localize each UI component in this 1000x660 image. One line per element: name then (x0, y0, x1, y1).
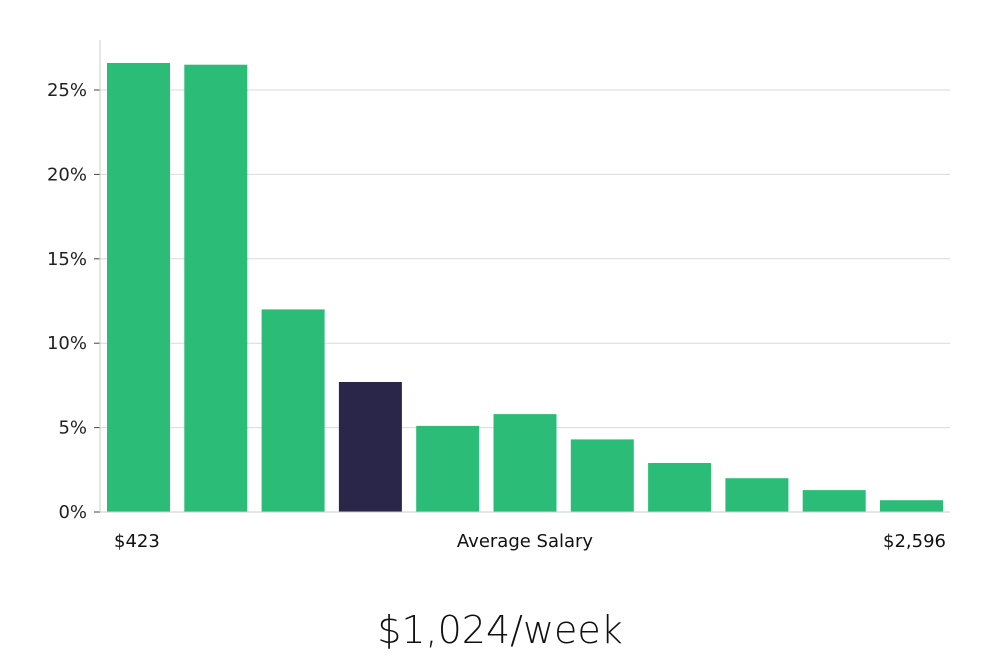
axes (94, 40, 950, 513)
x-range-max-label: $2,596 (883, 531, 946, 552)
y-tick-label: 5% (58, 418, 87, 439)
bar (493, 414, 557, 512)
bar (416, 425, 480, 512)
y-tick-label: 20% (47, 164, 87, 185)
x-range-min-label: $423 (114, 531, 160, 552)
bar-highlighted (338, 382, 402, 512)
y-tick-label: 15% (47, 249, 87, 270)
bar (802, 490, 866, 512)
bars (107, 63, 943, 512)
y-tick-label: 25% (47, 80, 87, 101)
y-tick-label: 10% (47, 333, 87, 354)
bar (107, 63, 170, 512)
bar (570, 439, 634, 512)
y-tick-labels: 0% 5% 10% 15% 20% 25% (47, 80, 87, 523)
bar (261, 309, 325, 512)
x-labels: $423 Average Salary $2,596 (114, 531, 946, 552)
y-tick-label: 0% (58, 502, 87, 523)
bar (725, 478, 789, 512)
bar (880, 500, 943, 512)
x-axis-title: Average Salary (457, 531, 594, 552)
salary-histogram: 0% 5% 10% 15% 20% 25% $423 Average Salary $2,… (47, 40, 950, 552)
bar (648, 463, 712, 512)
bar (184, 64, 248, 512)
average-weekly-salary: $1,024/week (377, 608, 623, 652)
